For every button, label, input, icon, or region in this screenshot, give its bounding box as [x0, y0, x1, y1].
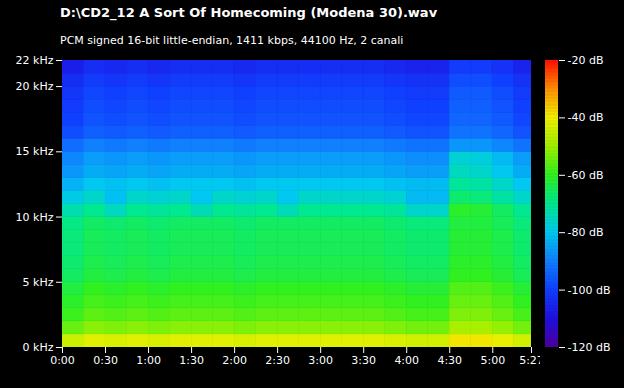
svg-text:3:30: 3:30 [351, 354, 376, 367]
svg-text:10 kHz: 10 kHz [16, 211, 54, 224]
svg-text:5 kHz: 5 kHz [23, 276, 54, 289]
svg-text:0:00: 0:00 [50, 354, 75, 367]
svg-text:4:00: 4:00 [394, 354, 419, 367]
html-text:PCM signed 16-bit little-endia: PCM signed 16-bit little-endian, 1411 kb… [60, 34, 404, 47]
svg-text:0:30: 0:30 [93, 354, 118, 367]
svg-text:20 kHz: 20 kHz [16, 80, 54, 93]
svg-text:-60 dB: -60 dB [568, 169, 604, 182]
svg-text:0 kHz: 0 kHz [23, 341, 54, 354]
svg-text:2:30: 2:30 [265, 354, 290, 367]
svg-text:3:00: 3:00 [308, 354, 333, 367]
svg-text:22 kHz: 22 kHz [16, 54, 54, 67]
svg-text:15 kHz: 15 kHz [16, 145, 54, 158]
svg-text:1:00: 1:00 [136, 354, 161, 367]
svg-text:-20 dB: -20 dB [568, 54, 604, 67]
svg-text:4:30: 4:30 [437, 354, 462, 367]
html-text:D:\CD2_12 A Sort Of Homecoming: D:\CD2_12 A Sort Of Homecoming (Modena 3… [60, 5, 438, 20]
svg-text:-120 dB: -120 dB [568, 341, 611, 354]
svg-text:-80 dB: -80 dB [568, 226, 604, 239]
svg-text:5:00: 5:00 [480, 354, 505, 367]
svg-text:-100 dB: -100 dB [568, 284, 611, 297]
svg-text:-40 dB: -40 dB [568, 111, 604, 124]
svg-text:1:30: 1:30 [179, 354, 204, 367]
svg-text:5:27: 5:27 [519, 354, 544, 368]
svg-text:2:00: 2:00 [222, 354, 247, 367]
